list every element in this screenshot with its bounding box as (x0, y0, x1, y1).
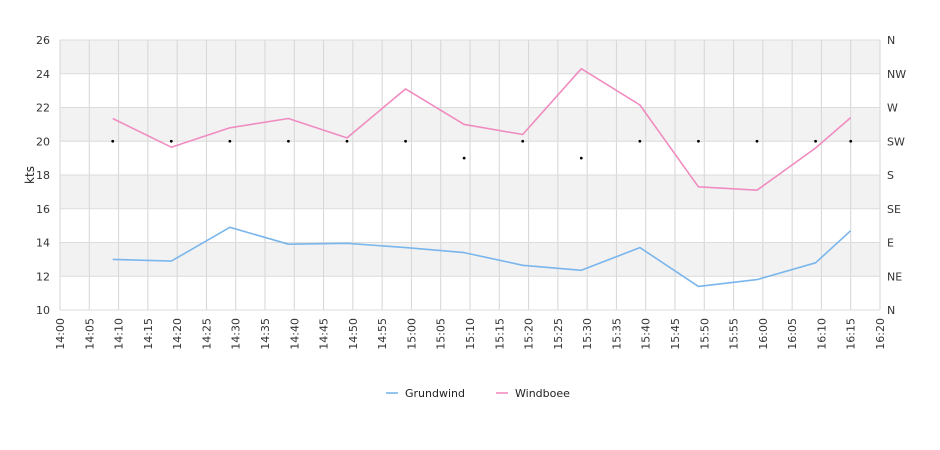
right-axis-label: NW (887, 68, 906, 81)
x-tick-label: 16:05 (786, 318, 799, 350)
x-tick-label: 14:05 (83, 318, 96, 350)
y-tick-label: 24 (36, 68, 50, 81)
x-tick-label: 15:55 (728, 318, 741, 350)
y-tick-label: 12 (36, 270, 50, 283)
direction-point (755, 139, 759, 143)
x-tick-label: 14:45 (318, 318, 331, 350)
x-tick-label: 15:30 (581, 318, 594, 350)
x-tick-label: 15:40 (640, 318, 653, 350)
horizontal-gridlines (60, 39, 880, 311)
y-tick-label: 10 (36, 304, 50, 317)
x-tick-label: 14:00 (54, 318, 67, 350)
right-axis-label: W (887, 102, 898, 115)
x-tick-label: 15:25 (552, 318, 565, 350)
y-axis-ticks: 10 12 14 16 18 20 22 24 26 (36, 34, 50, 317)
x-tick-label: 15:20 (523, 318, 536, 350)
direction-points (111, 139, 853, 160)
right-axis-ticks: N NE E SE S SW W NW N (887, 34, 906, 317)
x-tick-label: 15:15 (493, 318, 506, 350)
x-tick-label: 14:40 (288, 318, 301, 350)
y-tick-label: 26 (36, 34, 50, 47)
legend: Grundwind Windboee (386, 387, 570, 400)
right-axis-label: NE (887, 270, 902, 283)
x-tick-label: 14:35 (259, 318, 272, 350)
direction-point (404, 139, 407, 143)
x-tick-label: 14:25 (200, 318, 213, 350)
y-tick-label: 20 (36, 135, 50, 148)
right-axis-label: N (887, 304, 895, 317)
direction-point (814, 139, 817, 143)
x-tick-label: 14:50 (347, 318, 360, 350)
x-tick-label: 14:30 (230, 318, 243, 350)
y-tick-label: 18 (36, 169, 50, 182)
direction-point (169, 139, 173, 143)
series-line-windboee (112, 67, 852, 191)
direction-point (579, 156, 583, 160)
direction-point (697, 139, 700, 143)
direction-point (345, 139, 349, 143)
right-axis-label: SW (887, 135, 905, 148)
x-tick-label: 15:45 (669, 318, 682, 350)
x-tick-label: 15:10 (464, 318, 477, 350)
x-tick-label: 15:05 (435, 318, 448, 350)
x-tick-label: 15:35 (610, 318, 623, 350)
direction-point (521, 139, 525, 143)
x-axis-ticks: 14:00 14:05 14:10 14:15 14:20 14:25 14:30 14:35… (54, 318, 887, 350)
x-tick-label: 14:15 (142, 318, 155, 350)
legend-label-windboee: Windboee (515, 387, 570, 400)
x-tick-label: 14:55 (376, 318, 389, 350)
direction-point (638, 139, 642, 143)
y-tick-label: 16 (36, 203, 50, 216)
direction-point (287, 139, 290, 143)
x-tick-label: 15:50 (698, 318, 711, 350)
legend-label-grundwind: Grundwind (405, 387, 465, 400)
series-lines (112, 67, 852, 288)
x-tick-label: 16:15 (845, 318, 858, 350)
y-tick-label: 14 (36, 237, 50, 250)
right-axis-label: E (887, 237, 894, 250)
right-axis-label: S (887, 169, 894, 182)
y-axis-title: kts (23, 166, 37, 184)
x-tick-label: 16:00 (757, 318, 770, 350)
series-line-grundwind (112, 226, 852, 288)
direction-point (228, 139, 232, 143)
x-tick-label: 15:00 (405, 318, 418, 350)
direction-point (111, 139, 115, 143)
x-tick-label: 14:10 (113, 318, 126, 350)
right-axis-label: N (887, 34, 895, 47)
x-tick-label: 16:10 (815, 318, 828, 350)
direction-point (462, 156, 466, 160)
x-tick-label: 14:20 (171, 318, 184, 350)
right-axis-label: SE (887, 203, 901, 216)
x-tick-label: 16:20 (874, 318, 887, 350)
direction-point (849, 139, 853, 143)
y-tick-label: 22 (36, 102, 50, 115)
